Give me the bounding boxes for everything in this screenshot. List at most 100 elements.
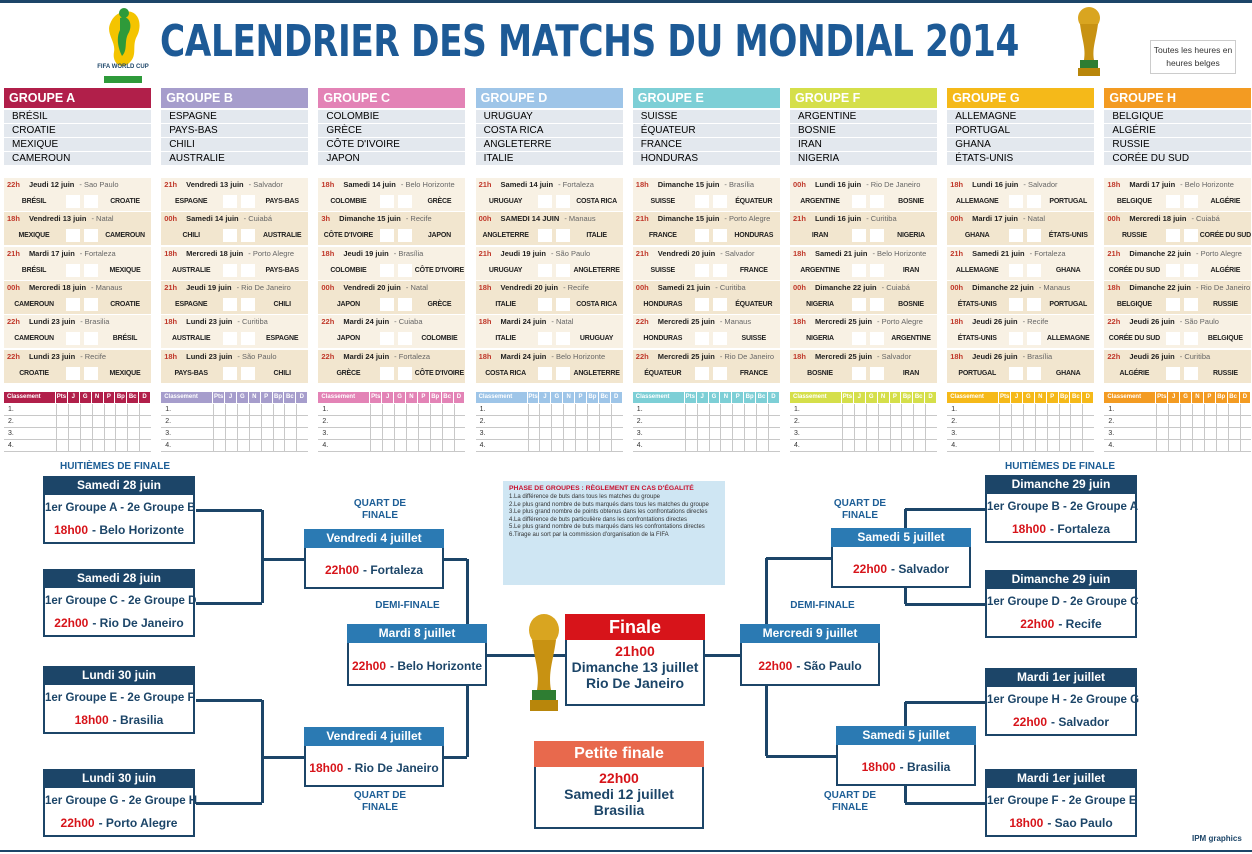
standings-cell	[684, 404, 697, 416]
score-box	[1166, 332, 1181, 346]
rank: 4.	[947, 440, 1000, 452]
standings-head: Classement	[947, 392, 1000, 403]
standings-cell	[598, 428, 611, 440]
match-venue: - Natal	[91, 214, 114, 224]
match-venue: - Fortaleza	[394, 351, 431, 361]
standings-cell	[1022, 428, 1035, 440]
match-time: 22h	[1107, 317, 1121, 327]
team: GRÈCE	[318, 124, 466, 137]
rank: 4.	[632, 440, 685, 452]
standings-cell	[225, 428, 237, 440]
standings-cell	[213, 416, 226, 428]
home-team: RUSSIE	[1121, 232, 1147, 240]
bracket-line	[444, 557, 467, 561]
match: 21h Mardi 17 juin - Fortaleza BRÉSIL MEXIQUE	[4, 246, 151, 280]
r16-box: Dimanche 29 juin 1er Groupe D - 2e Groupe…	[985, 570, 1138, 638]
box-teams: 1er Groupe A - 2e Groupe B	[45, 502, 196, 514]
team: ITALIE	[475, 152, 623, 165]
match: 3h Dimanche 15 juin - Recife CÔTE D'IVOIRE J…	[318, 212, 466, 246]
standings-cell	[586, 428, 599, 440]
bottom-rule	[0, 850, 1252, 852]
match: 21h Samedi 14 juin - Fortaleza URUGUAY COSTA…	[475, 178, 623, 211]
match-venue: - Curitiba	[1179, 351, 1211, 361]
match: 18h Vendredi 13 juin - Natal MEXIQUE CAMEROU…	[4, 212, 151, 246]
match-info: 18h Mercredi 25 juin - Porto Alegre	[793, 317, 923, 329]
match-info: 22h Jeudi 12 juin - Sao Paulo	[7, 180, 119, 192]
standings-head: Bc	[913, 392, 926, 403]
standings-cell	[756, 404, 768, 416]
match: 18h Mercredi 25 juin - Salvador BOSNIE IRAN	[790, 349, 937, 383]
away-team: BOSNIE	[898, 300, 924, 308]
standings-cell	[370, 440, 383, 452]
bracket-line	[465, 559, 469, 624]
rank: 3.	[1104, 428, 1157, 440]
match: 21h Vendredi 20 juin - Salvador SUISSE FRANC…	[632, 246, 780, 280]
standings-head: Bp	[115, 392, 128, 403]
standings-cell	[1046, 416, 1059, 428]
venue: - Sao Paulo	[1047, 816, 1113, 830]
home-team: FRANCE	[648, 232, 677, 240]
away-team: CHILI	[273, 369, 291, 377]
home-team: HONDURAS	[643, 335, 683, 343]
box-header: Dimanche 29 juin	[985, 570, 1137, 589]
away-team: PORTUGAL	[1049, 198, 1088, 205]
standings-cell	[56, 440, 68, 452]
match-info: 21h Samedi 21 juin - Fortaleza	[950, 249, 1065, 261]
standings-cell	[429, 416, 442, 428]
match-venue: - Recife	[405, 214, 432, 224]
standings-cell	[1070, 404, 1083, 416]
standings-head: N	[1192, 392, 1204, 403]
home-team: SUISSE	[650, 198, 676, 205]
away-team: COSTA RICA	[576, 300, 617, 308]
standings-cell	[1058, 428, 1071, 440]
match-date: Mardi 24 juin	[343, 317, 390, 327]
match-time: 21h	[164, 282, 178, 292]
standings-cell	[127, 428, 140, 440]
match-date: Samedi 21 juin	[972, 248, 1025, 258]
time-venue: 18h00- Sao Paulo	[987, 816, 1135, 830]
standings-head: J	[225, 392, 237, 403]
match-box: Vendredi 4 juillet 22h00 - Fortaleza	[304, 529, 444, 589]
standings-cell	[767, 416, 780, 428]
match-venue: - São Paulo	[1179, 317, 1219, 327]
standings-cell	[539, 404, 552, 416]
standings-head: Pts	[842, 392, 854, 403]
standings-cell	[406, 416, 418, 428]
time: 22h00	[351, 659, 387, 673]
score-box	[398, 263, 413, 277]
time: 22h00	[324, 563, 359, 577]
standings-cell	[103, 416, 116, 428]
match-box: Samedi 5 juillet 22h00 - Salvador	[831, 528, 971, 588]
match: 18h Mercredi 25 juin - Porto Alegre NIGERIA…	[790, 315, 937, 349]
title: CALENDRIER DES MATCHS DU MONDIAL 2014	[160, 16, 1020, 67]
rank: 2.	[161, 416, 214, 428]
standings-head: D	[139, 392, 151, 403]
standings-cell	[539, 440, 552, 452]
match: 18h Mardi 24 juin - Natal ITALIE URUGUAY	[475, 315, 623, 349]
match-venue: - Sao Paulo	[79, 180, 119, 189]
match-info: 00h Mercredi 18 juin - Manaus	[7, 283, 122, 295]
match-venue: - Brasilia	[80, 317, 110, 327]
bracket-line	[444, 755, 467, 759]
standings-cell	[139, 404, 151, 416]
time: 18h00	[53, 523, 89, 537]
match-time: 18h	[793, 248, 806, 258]
match-time: 22h	[7, 351, 20, 361]
match-time: 18h	[164, 317, 178, 327]
match-venue: - Cuiabá	[881, 282, 910, 292]
match-info: 18h Lundi 23 juin - São Paulo	[164, 352, 276, 364]
standings-head: Bc	[441, 392, 454, 403]
standings-head: Bp	[1215, 392, 1228, 403]
score-box	[398, 332, 413, 346]
match-date: Dimanche 22 juin	[1129, 248, 1192, 258]
standings-cell	[1168, 404, 1181, 416]
standings-cell	[842, 416, 854, 428]
standings-head: D	[767, 392, 780, 403]
time-venue: 22h00 - Fortaleza	[306, 563, 442, 577]
match-info: 00h Mardi 17 juin - Natal	[950, 214, 1045, 226]
match-venue: - Manaus	[91, 282, 123, 292]
away-team: ÉQUATEUR	[735, 300, 773, 308]
standings-head: P	[1046, 392, 1059, 403]
standings-cell	[586, 440, 599, 452]
standings-cell	[67, 428, 80, 440]
